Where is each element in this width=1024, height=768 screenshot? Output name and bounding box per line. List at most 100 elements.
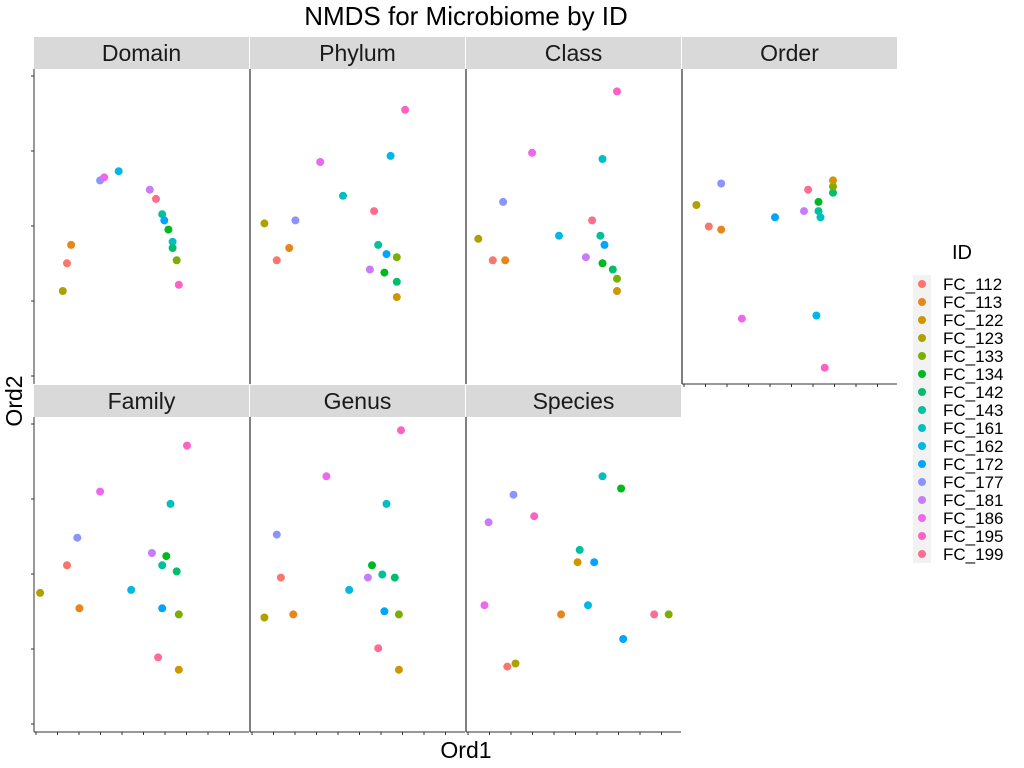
point-family-fc_181 [147, 549, 156, 557]
point-order-fc_112 [704, 222, 713, 231]
legend-key-dot [918, 460, 926, 468]
point-genus-fc_143 [378, 570, 387, 579]
point-species-fc_195 [530, 512, 539, 521]
point-phylum-fc_162 [386, 151, 395, 160]
legend-label: FC_186 [943, 509, 1003, 528]
point-order-fc_195 [820, 363, 829, 372]
facet-domain: Domain [31, 37, 249, 384]
point-genus-fc_195 [397, 426, 405, 435]
legend-label: FC_112 [943, 275, 1002, 294]
legend-label: FC_142 [943, 383, 1003, 402]
point-species-fc_143 [575, 545, 584, 554]
point-genus-fc_172 [380, 607, 389, 616]
point-order-fc_177 [717, 179, 726, 188]
point-family-fc_161 [166, 499, 175, 508]
legend-item-fc_199: FC_199 [913, 545, 1003, 564]
legend-item-fc_133: FC_133 [913, 347, 1003, 366]
strip-class [466, 37, 681, 69]
legend-key-dot [918, 406, 926, 414]
strip-label-phylum: Phylum [319, 40, 396, 66]
point-domain-fc_112 [63, 259, 71, 268]
legend: ID FC_112FC_113FC_122FC_123FC_133FC_134F… [913, 242, 1003, 564]
point-family-fc_195 [183, 441, 191, 450]
point-order-fc_113 [717, 225, 726, 234]
legend-key-dot [918, 532, 926, 540]
strip-label-family: Family [108, 388, 176, 414]
point-phylum-fc_177 [291, 216, 300, 225]
legend-label: FC_122 [943, 311, 1003, 330]
point-genus-fc_134 [368, 561, 376, 570]
facet-order: Order [681, 37, 897, 387]
point-phylum-fc_195 [401, 105, 410, 114]
point-domain-fc_186 [100, 173, 109, 182]
plot-area-species [466, 417, 681, 732]
point-phylum-fc_199 [370, 207, 379, 216]
point-class-fc_181 [581, 253, 590, 262]
strip-label-order: Order [760, 40, 819, 66]
point-family-fc_113 [75, 604, 84, 613]
legend-label: FC_134 [943, 365, 1003, 384]
point-species-fc_181 [484, 518, 493, 527]
legend-label: FC_133 [943, 347, 1003, 366]
facet-phylum: Phylum [249, 37, 465, 384]
point-domain-fc_143 [158, 210, 167, 219]
legend-item-fc_162: FC_162 [913, 437, 1003, 456]
facet-genus: Genus [249, 385, 465, 735]
point-class-fc_113 [501, 256, 510, 265]
point-domain-fc_123 [58, 287, 67, 295]
point-species-fc_122 [573, 558, 582, 567]
plot-area-order [682, 69, 897, 384]
point-domain-fc_199 [152, 194, 160, 203]
point-domain-fc_134 [164, 225, 173, 234]
legend-key-dot [918, 280, 926, 288]
point-family-fc_123 [36, 588, 45, 597]
legend-item-fc_181: FC_181 [913, 491, 1003, 510]
legend-label: FC_181 [943, 491, 1003, 510]
point-family-fc_133 [174, 610, 183, 619]
point-order-fc_181 [800, 207, 808, 216]
point-species-fc_177 [509, 490, 518, 499]
legend-key-dot [918, 424, 926, 432]
point-class-fc_177 [499, 197, 508, 206]
plot-area-family [34, 417, 249, 732]
point-genus-fc_122 [394, 665, 403, 674]
point-genus-fc_199 [374, 644, 383, 653]
point-order-fc_186 [737, 314, 746, 323]
point-phylum-fc_186 [316, 158, 325, 166]
legend-item-fc_186: FC_186 [913, 509, 1003, 528]
legend-key-dot [918, 514, 926, 522]
point-family-fc_143 [158, 561, 167, 570]
legend-item-fc_172: FC_172 [913, 455, 1003, 474]
point-order-fc_172 [771, 213, 779, 222]
point-family-fc_199 [154, 653, 163, 662]
legend-item-fc_112: FC_112 [913, 275, 1002, 294]
point-species-fc_134 [617, 484, 626, 493]
legend-item-fc_123: FC_123 [913, 329, 1003, 348]
legend-label: FC_162 [943, 437, 1003, 456]
point-class-fc_199 [588, 216, 597, 225]
strip-domain [34, 37, 249, 69]
point-genus-fc_186 [322, 472, 331, 481]
facet-class: Class [465, 37, 681, 384]
strip-label-class: Class [545, 40, 603, 66]
point-domain-fc_172 [160, 216, 169, 225]
point-phylum-fc_123 [260, 219, 269, 228]
point-domain-fc_161 [168, 237, 177, 246]
point-genus-fc_113 [289, 610, 298, 619]
plot-area-class [466, 69, 681, 384]
point-species-fc_172 [619, 635, 628, 643]
strip-label-species: Species [533, 388, 615, 414]
point-class-fc_112 [488, 256, 497, 265]
facet-family: Family [31, 385, 249, 735]
point-order-fc_143 [814, 207, 823, 216]
legend-item-fc_122: FC_122 [913, 311, 1003, 330]
plot-area-domain [34, 69, 249, 384]
point-phylum-fc_181 [365, 265, 374, 274]
point-order-fc_123 [692, 201, 701, 209]
point-domain-fc_162 [114, 167, 123, 176]
legend-label: FC_143 [943, 401, 1003, 420]
point-species-fc_133 [664, 610, 673, 619]
legend-key-dot [918, 370, 926, 378]
legend-key-dot [918, 478, 926, 486]
point-phylum-fc_143 [374, 240, 383, 249]
